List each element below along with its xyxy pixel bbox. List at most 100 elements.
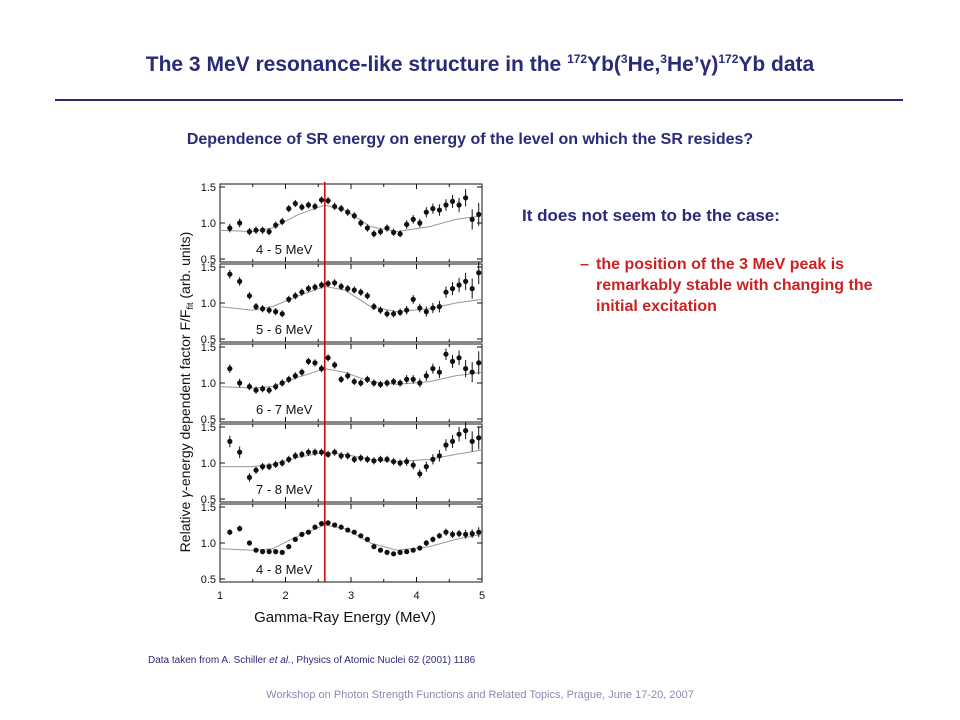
data-point xyxy=(305,286,312,292)
y-tick-label: 1.5 xyxy=(201,342,216,354)
data-point xyxy=(443,529,449,535)
data-point xyxy=(246,293,253,299)
data-point xyxy=(404,458,410,465)
panel-label: 6 - 7 MeV xyxy=(256,402,313,417)
data-point xyxy=(246,384,253,390)
data-point xyxy=(312,284,318,290)
data-point xyxy=(364,376,370,382)
data-point xyxy=(237,449,243,455)
data-point xyxy=(397,460,403,466)
y-tick-label: 1.5 xyxy=(201,422,216,434)
data-point xyxy=(423,464,429,470)
data-point xyxy=(371,544,377,550)
data-point xyxy=(312,524,318,530)
panel-5: 0.5 1.0 1.5 4 - 8 MeV xyxy=(201,502,483,586)
data-point xyxy=(430,456,436,462)
data-point xyxy=(332,280,338,286)
data-point xyxy=(345,209,351,215)
data-point xyxy=(318,282,325,288)
slide-title: The 3 MeV resonance-like structure in th… xyxy=(145,52,815,76)
data-point xyxy=(332,362,338,368)
fit-curve xyxy=(219,204,483,233)
data-point xyxy=(410,462,416,468)
data-point xyxy=(266,307,272,313)
x-axis-ticklabels: 1 2 3 4 5 xyxy=(217,590,485,602)
data-point xyxy=(463,366,469,372)
x-tick-label: 1 xyxy=(217,590,223,602)
data-point xyxy=(377,381,384,388)
data-point xyxy=(364,536,370,542)
y-tick-label: 1.0 xyxy=(201,458,216,470)
data-point xyxy=(279,311,285,317)
data-point xyxy=(312,203,318,210)
data-point xyxy=(443,442,449,448)
data-point xyxy=(384,311,390,317)
data-point xyxy=(318,366,325,372)
data-point xyxy=(305,449,312,455)
data-point xyxy=(364,456,370,462)
data-point xyxy=(417,471,423,477)
data-point xyxy=(430,536,436,542)
data-point xyxy=(456,202,462,208)
data-point xyxy=(246,540,253,546)
data-point xyxy=(443,202,449,208)
data-point xyxy=(404,221,410,228)
data-point xyxy=(332,522,338,528)
data-point xyxy=(469,369,475,375)
data-point xyxy=(476,211,482,217)
data-point xyxy=(292,536,298,542)
data-point xyxy=(237,380,243,386)
data-point xyxy=(417,305,423,311)
x-tick-label: 5 xyxy=(479,590,485,602)
data-point xyxy=(469,286,475,292)
citation: Data taken from A. Schiller et al., Phys… xyxy=(148,655,476,666)
data-point xyxy=(449,531,456,537)
data-point xyxy=(273,461,279,468)
data-point xyxy=(371,380,377,386)
data-point xyxy=(292,453,298,459)
data-point xyxy=(318,520,325,527)
data-point xyxy=(449,286,456,292)
data-point xyxy=(273,309,279,315)
data-point xyxy=(351,287,357,293)
panel-1: 0.5 1.0 1.5 4 - 5 MeV xyxy=(201,182,483,266)
data-point xyxy=(404,549,410,555)
data-point xyxy=(305,202,312,208)
x-tick-label: 2 xyxy=(282,590,288,602)
data-point xyxy=(253,547,259,553)
data-point xyxy=(266,549,272,555)
data-point xyxy=(286,544,292,550)
slide-subtitle: Dependence of SR energy on energy of the… xyxy=(186,131,754,148)
data-point xyxy=(299,204,305,210)
data-point xyxy=(299,289,305,295)
data-point xyxy=(312,449,318,455)
data-point xyxy=(227,529,233,535)
data-point xyxy=(423,373,429,379)
data-point xyxy=(345,453,351,459)
data-point xyxy=(259,386,266,392)
footer: Workshop on Photon Strength Functions an… xyxy=(266,689,694,701)
y-tick-label: 1.0 xyxy=(201,538,216,550)
data-point xyxy=(463,531,469,537)
y-tick-label: 1.5 xyxy=(201,182,216,194)
data-point xyxy=(227,438,233,444)
fit-curve xyxy=(220,449,483,468)
data-point xyxy=(259,549,266,555)
data-point xyxy=(286,206,292,212)
data-point xyxy=(318,197,325,203)
data-point xyxy=(299,369,305,375)
data-point xyxy=(325,355,331,361)
data-point xyxy=(345,373,351,379)
data-point xyxy=(279,460,285,466)
y-tick-label: 0.5 xyxy=(201,334,216,346)
panel-label: 7 - 8 MeV xyxy=(256,482,313,497)
data-point xyxy=(332,203,338,210)
data-point xyxy=(390,458,397,465)
data-point xyxy=(237,278,243,284)
data-point xyxy=(384,380,390,386)
panel-label: 4 - 5 MeV xyxy=(256,242,313,257)
data-point xyxy=(410,547,416,553)
y-tick-label: 1.0 xyxy=(201,298,216,310)
data-point xyxy=(469,531,475,537)
